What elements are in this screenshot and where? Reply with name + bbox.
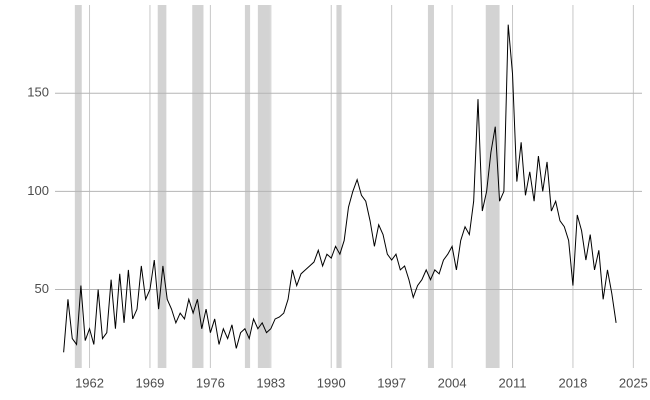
y-tick-label: 100: [27, 183, 49, 198]
recession-band: [74, 5, 82, 368]
recession-band: [192, 5, 204, 368]
x-tick-label: 1983: [256, 375, 285, 390]
x-tick-label: 1976: [196, 375, 225, 390]
x-tick-label: 2011: [499, 375, 527, 390]
x-tick-label: 2018: [558, 375, 587, 390]
recession-band: [257, 5, 270, 368]
recession-band: [485, 5, 500, 368]
data-line: [63, 24, 617, 353]
x-tick-label: 1997: [377, 375, 406, 390]
x-tick-label: 2004: [438, 375, 467, 390]
y-tick-label: 150: [27, 85, 49, 100]
recession-band: [157, 5, 167, 368]
recession-band: [427, 5, 434, 368]
x-tick-label: 1962: [75, 375, 104, 390]
recession-band: [244, 5, 251, 368]
y-tick-label: 50: [35, 281, 49, 296]
x-tick-label: 1969: [135, 375, 164, 390]
x-tick-label: 2025: [619, 375, 648, 390]
x-tick-label: 1990: [317, 375, 346, 390]
recession-band: [336, 5, 342, 368]
